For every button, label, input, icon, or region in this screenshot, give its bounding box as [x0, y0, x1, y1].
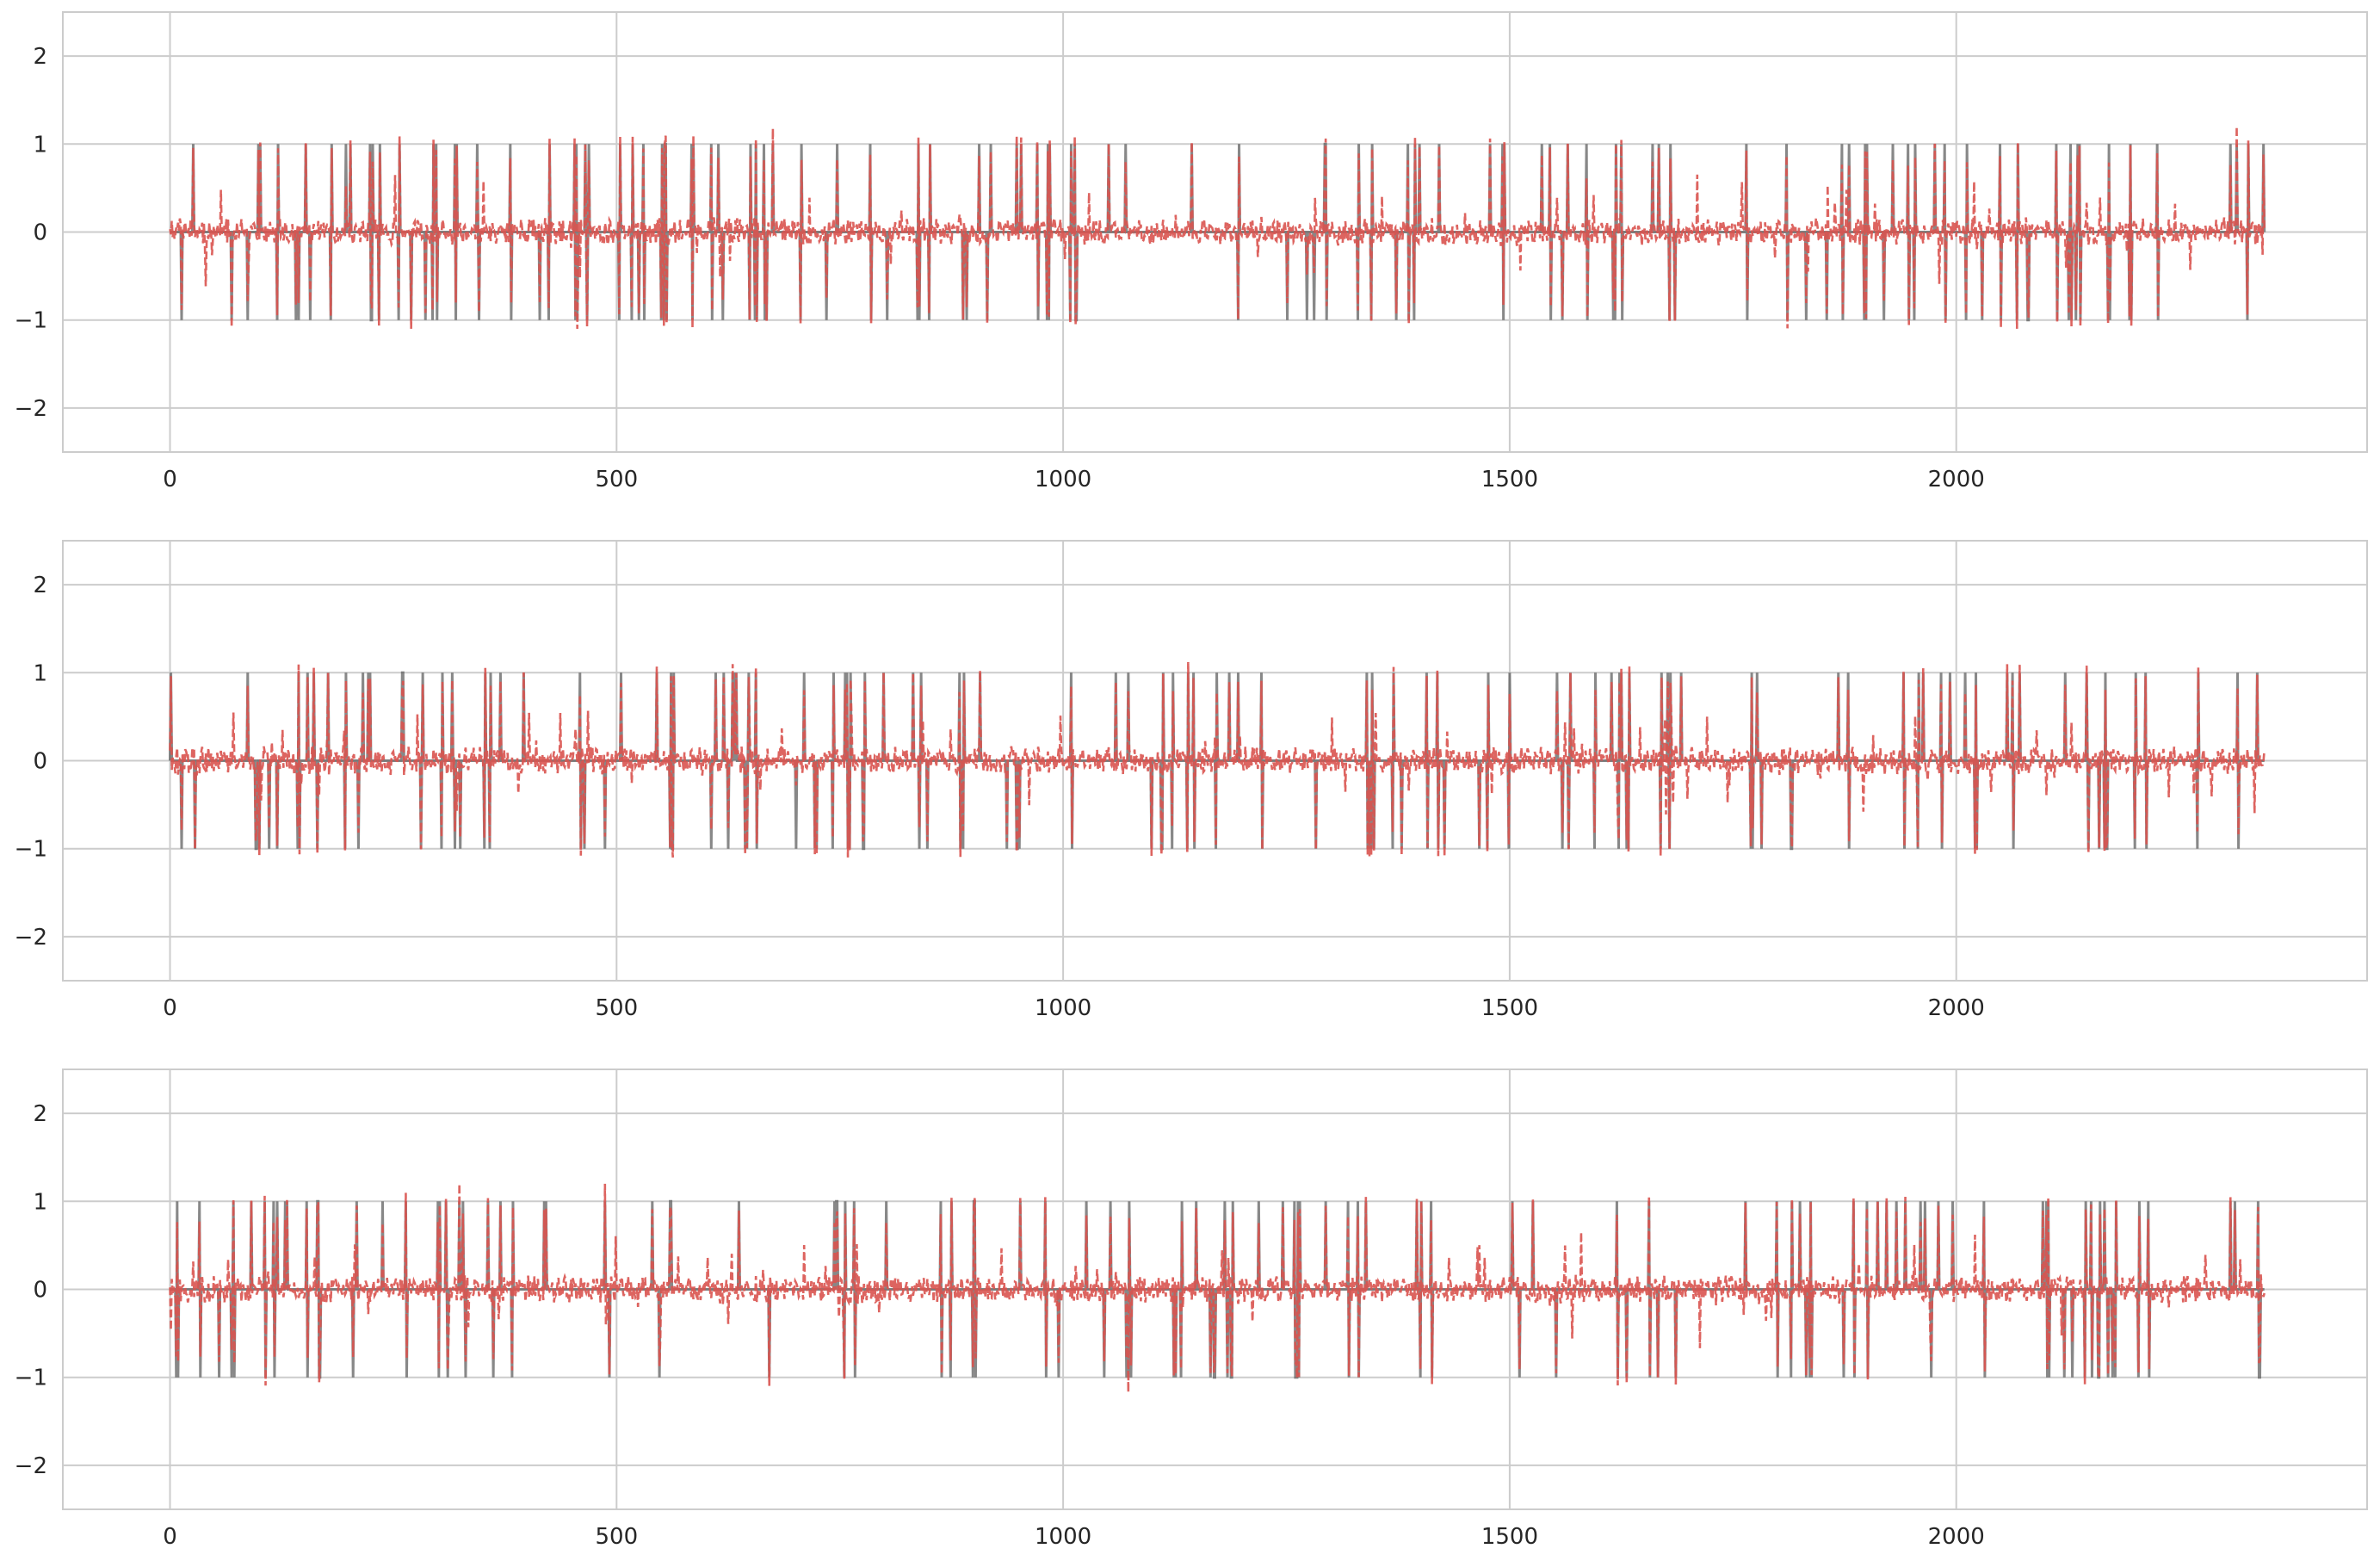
- x-tick-label: 0: [163, 995, 177, 1021]
- subplot-2: 2 1 0 −1 −2 0 500 1000 1500 2000: [15, 540, 2368, 1021]
- y-tick-label: 2: [33, 44, 47, 70]
- y-tick-label: −2: [15, 925, 47, 951]
- x-tick-label: 2000: [1928, 467, 1985, 492]
- prediction-series-line: [169, 662, 2266, 858]
- y-tick-label: −1: [15, 1366, 47, 1391]
- y-tick-label: 1: [33, 1189, 47, 1215]
- y-tick-label: 0: [33, 220, 47, 246]
- x-tick-label: 0: [163, 467, 177, 492]
- x-tick-label: 1000: [1035, 467, 1091, 492]
- axes-frame: [62, 11, 2368, 453]
- x-tick-label: 1500: [1481, 467, 1538, 492]
- y-tick-label: 1: [33, 132, 47, 158]
- prediction-series-line: [169, 126, 2266, 329]
- y-tick-label: −1: [15, 837, 47, 863]
- x-tick-label: 1500: [1481, 995, 1538, 1021]
- x-tick-label: 2000: [1928, 1524, 1985, 1550]
- y-tick-label: −2: [15, 396, 47, 422]
- x-tick-label: 500: [595, 995, 638, 1021]
- y-tick-label: −1: [15, 308, 47, 334]
- y-tick-label: 1: [33, 660, 47, 686]
- y-tick-label: 0: [33, 1278, 47, 1304]
- y-tick-label: 0: [33, 749, 47, 775]
- y-tick-label: 2: [33, 573, 47, 598]
- axes-frame: [62, 1069, 2368, 1510]
- x-tick-label: 2000: [1928, 995, 1985, 1021]
- x-tick-label: 500: [595, 1524, 638, 1550]
- y-tick-label: 2: [33, 1101, 47, 1127]
- prediction-series-line: [169, 1183, 2266, 1393]
- subplot-3: 2 1 0 −1 −2 0 500 1000 1500 2000: [15, 1069, 2368, 1550]
- x-tick-label: 1000: [1035, 995, 1091, 1021]
- x-tick-label: 1500: [1481, 1524, 1538, 1550]
- subplot-1: 2 1 0 −1 −2 0 500 1000 1500 2000: [15, 11, 2368, 492]
- axes-frame: [62, 540, 2368, 982]
- x-tick-label: 0: [163, 1524, 177, 1550]
- x-tick-label: 500: [595, 467, 638, 492]
- x-tick-label: 1000: [1035, 1524, 1091, 1550]
- y-tick-label: −2: [15, 1453, 47, 1479]
